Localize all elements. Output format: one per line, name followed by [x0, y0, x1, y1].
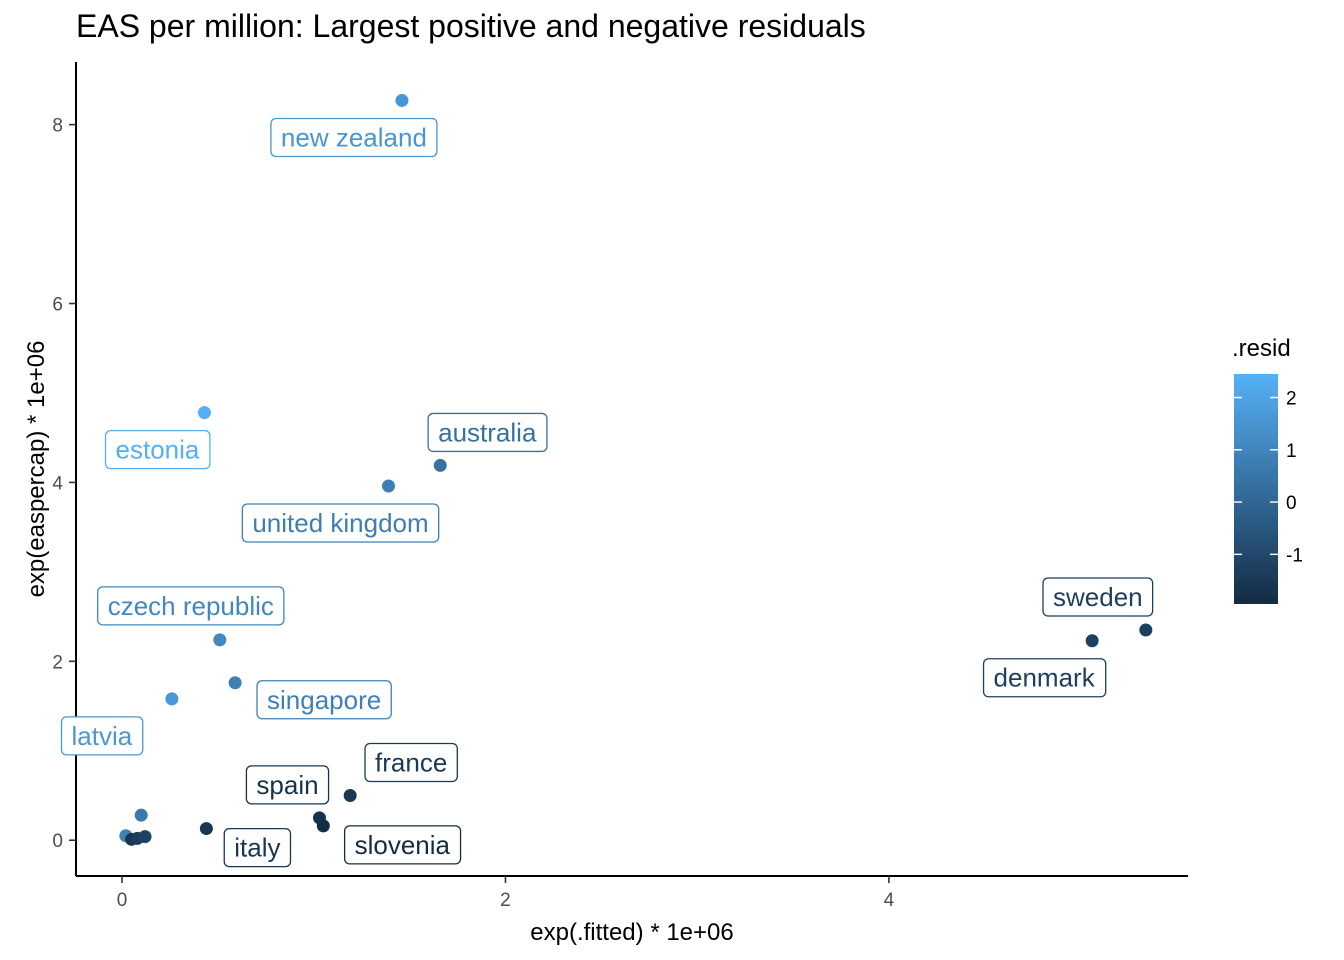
label-text: spain	[256, 770, 318, 800]
label-text: denmark	[994, 663, 1096, 693]
point-label-czech-republic: czech republic	[97, 586, 285, 626]
y-axis-title: exp(easpercap) * 1e+06	[23, 341, 50, 598]
label-box	[97, 586, 285, 626]
legend-tick-label: -1	[1286, 545, 1303, 566]
x-tick-label: 0	[117, 890, 128, 911]
data-point	[1139, 623, 1153, 637]
legend-colorbar	[1234, 374, 1278, 604]
y-tick-label: 0	[52, 831, 63, 852]
label-box	[982, 658, 1107, 698]
label-text: czech republic	[108, 591, 274, 621]
point-label-latvia: latvia	[60, 716, 144, 756]
data-point	[199, 822, 213, 836]
chart-title: EAS per million: Largest positive and ne…	[76, 8, 866, 44]
point-label-estonia: estonia	[104, 429, 211, 470]
label-box	[245, 765, 330, 805]
point-label-france: france	[364, 742, 458, 783]
label-text: latvia	[72, 721, 133, 751]
y-tick-label: 4	[52, 473, 63, 494]
label-text: estonia	[116, 435, 200, 465]
point-label-sweden: sweden	[1042, 577, 1154, 617]
data-point	[138, 830, 152, 844]
data-point	[395, 93, 409, 107]
data-point	[197, 406, 211, 420]
label-text: slovenia	[355, 830, 451, 860]
y-tick-label: 8	[52, 116, 63, 137]
y-tick-label: 2	[52, 652, 63, 673]
label-text: singapore	[267, 685, 381, 715]
label-box	[364, 742, 458, 783]
legend-tick-label: 0	[1286, 493, 1297, 514]
label-box	[1042, 577, 1154, 617]
x-tick-label: 4	[884, 890, 895, 911]
legend-title: .resid	[1232, 335, 1291, 362]
label-text: sweden	[1053, 582, 1143, 612]
y-tick-label: 6	[52, 295, 63, 316]
label-box	[241, 503, 440, 543]
data-point	[134, 808, 148, 822]
point-label-spain: spain	[245, 765, 330, 805]
data-point	[382, 479, 396, 493]
data-point	[343, 788, 357, 802]
label-box	[60, 716, 144, 756]
data-point	[165, 692, 179, 706]
data-point	[228, 676, 242, 690]
data-point	[316, 819, 330, 833]
x-tick-label: 2	[500, 890, 511, 911]
label-box	[270, 117, 438, 158]
label-box	[256, 680, 392, 720]
label-text: australia	[438, 417, 537, 447]
point-label-italy: italy	[223, 827, 292, 868]
point-label-united-kingdom: united kingdom	[241, 503, 440, 543]
legend-tick-label: 1	[1286, 441, 1297, 462]
data-point	[1085, 634, 1099, 648]
point-label-australia: australia	[427, 412, 548, 453]
point-label-slovenia: slovenia	[343, 825, 462, 865]
data-point	[213, 633, 227, 647]
label-text: france	[375, 747, 447, 777]
legend-tick-label: 2	[1286, 389, 1297, 410]
point-label-new-zealand: new zealand	[270, 117, 438, 158]
point-label-singapore: singapore	[256, 680, 392, 720]
data-point	[433, 458, 447, 472]
label-box	[343, 825, 462, 865]
label-text: italy	[234, 833, 280, 863]
label-text: united kingdom	[252, 508, 428, 538]
label-box	[427, 412, 548, 453]
label-box	[223, 827, 292, 868]
x-axis-title: exp(.fitted) * 1e+06	[530, 919, 733, 946]
label-box	[104, 429, 211, 470]
label-text: new zealand	[281, 122, 427, 152]
point-label-denmark: denmark	[982, 658, 1107, 698]
